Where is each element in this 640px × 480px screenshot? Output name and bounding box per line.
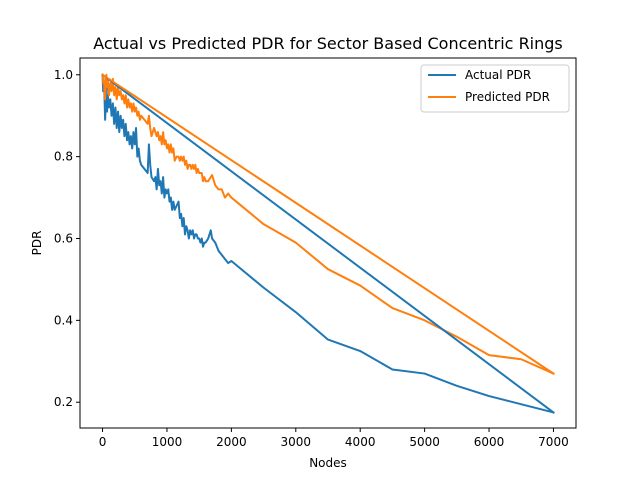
chart-title: Actual vs Predicted PDR for Sector Based…	[93, 34, 563, 53]
y-tick-label: 1.0	[54, 68, 73, 82]
x-tick-label: 3000	[281, 435, 312, 449]
x-tick-label: 0	[99, 435, 107, 449]
y-tick-label: 0.4	[54, 313, 73, 327]
legend: Actual PDR Predicted PDR	[420, 64, 570, 113]
series-line-2	[101, 73, 555, 414]
series-layer	[101, 73, 555, 414]
x-tick-label: 6000	[474, 435, 505, 449]
x-tick-label: 4000	[345, 435, 376, 449]
x-tick-label: 7000	[538, 435, 569, 449]
series-line-0	[101, 73, 555, 414]
y-tick-label: 0.8	[54, 150, 73, 164]
legend-label-actual: Actual PDR	[465, 68, 531, 82]
series-line-3	[101, 73, 555, 375]
y-axis-label: PDR	[30, 231, 44, 256]
x-tick-label: 5000	[409, 435, 440, 449]
legend-box	[420, 64, 570, 113]
y-tick-label: 0.2	[54, 395, 73, 409]
x-tick-label: 2000	[216, 435, 247, 449]
x-axis: 0 1000 2000 3000 4000 5000 6000 7000	[99, 428, 569, 449]
y-axis: 0.2 0.4 0.6 0.8 1.0	[54, 68, 80, 409]
x-axis-label: Nodes	[309, 456, 347, 470]
legend-label-predicted: Predicted PDR	[465, 90, 550, 104]
y-tick-label: 0.6	[54, 231, 73, 245]
plot-frame	[79, 57, 577, 429]
x-tick-label: 1000	[152, 435, 183, 449]
series-line-1	[101, 73, 555, 375]
